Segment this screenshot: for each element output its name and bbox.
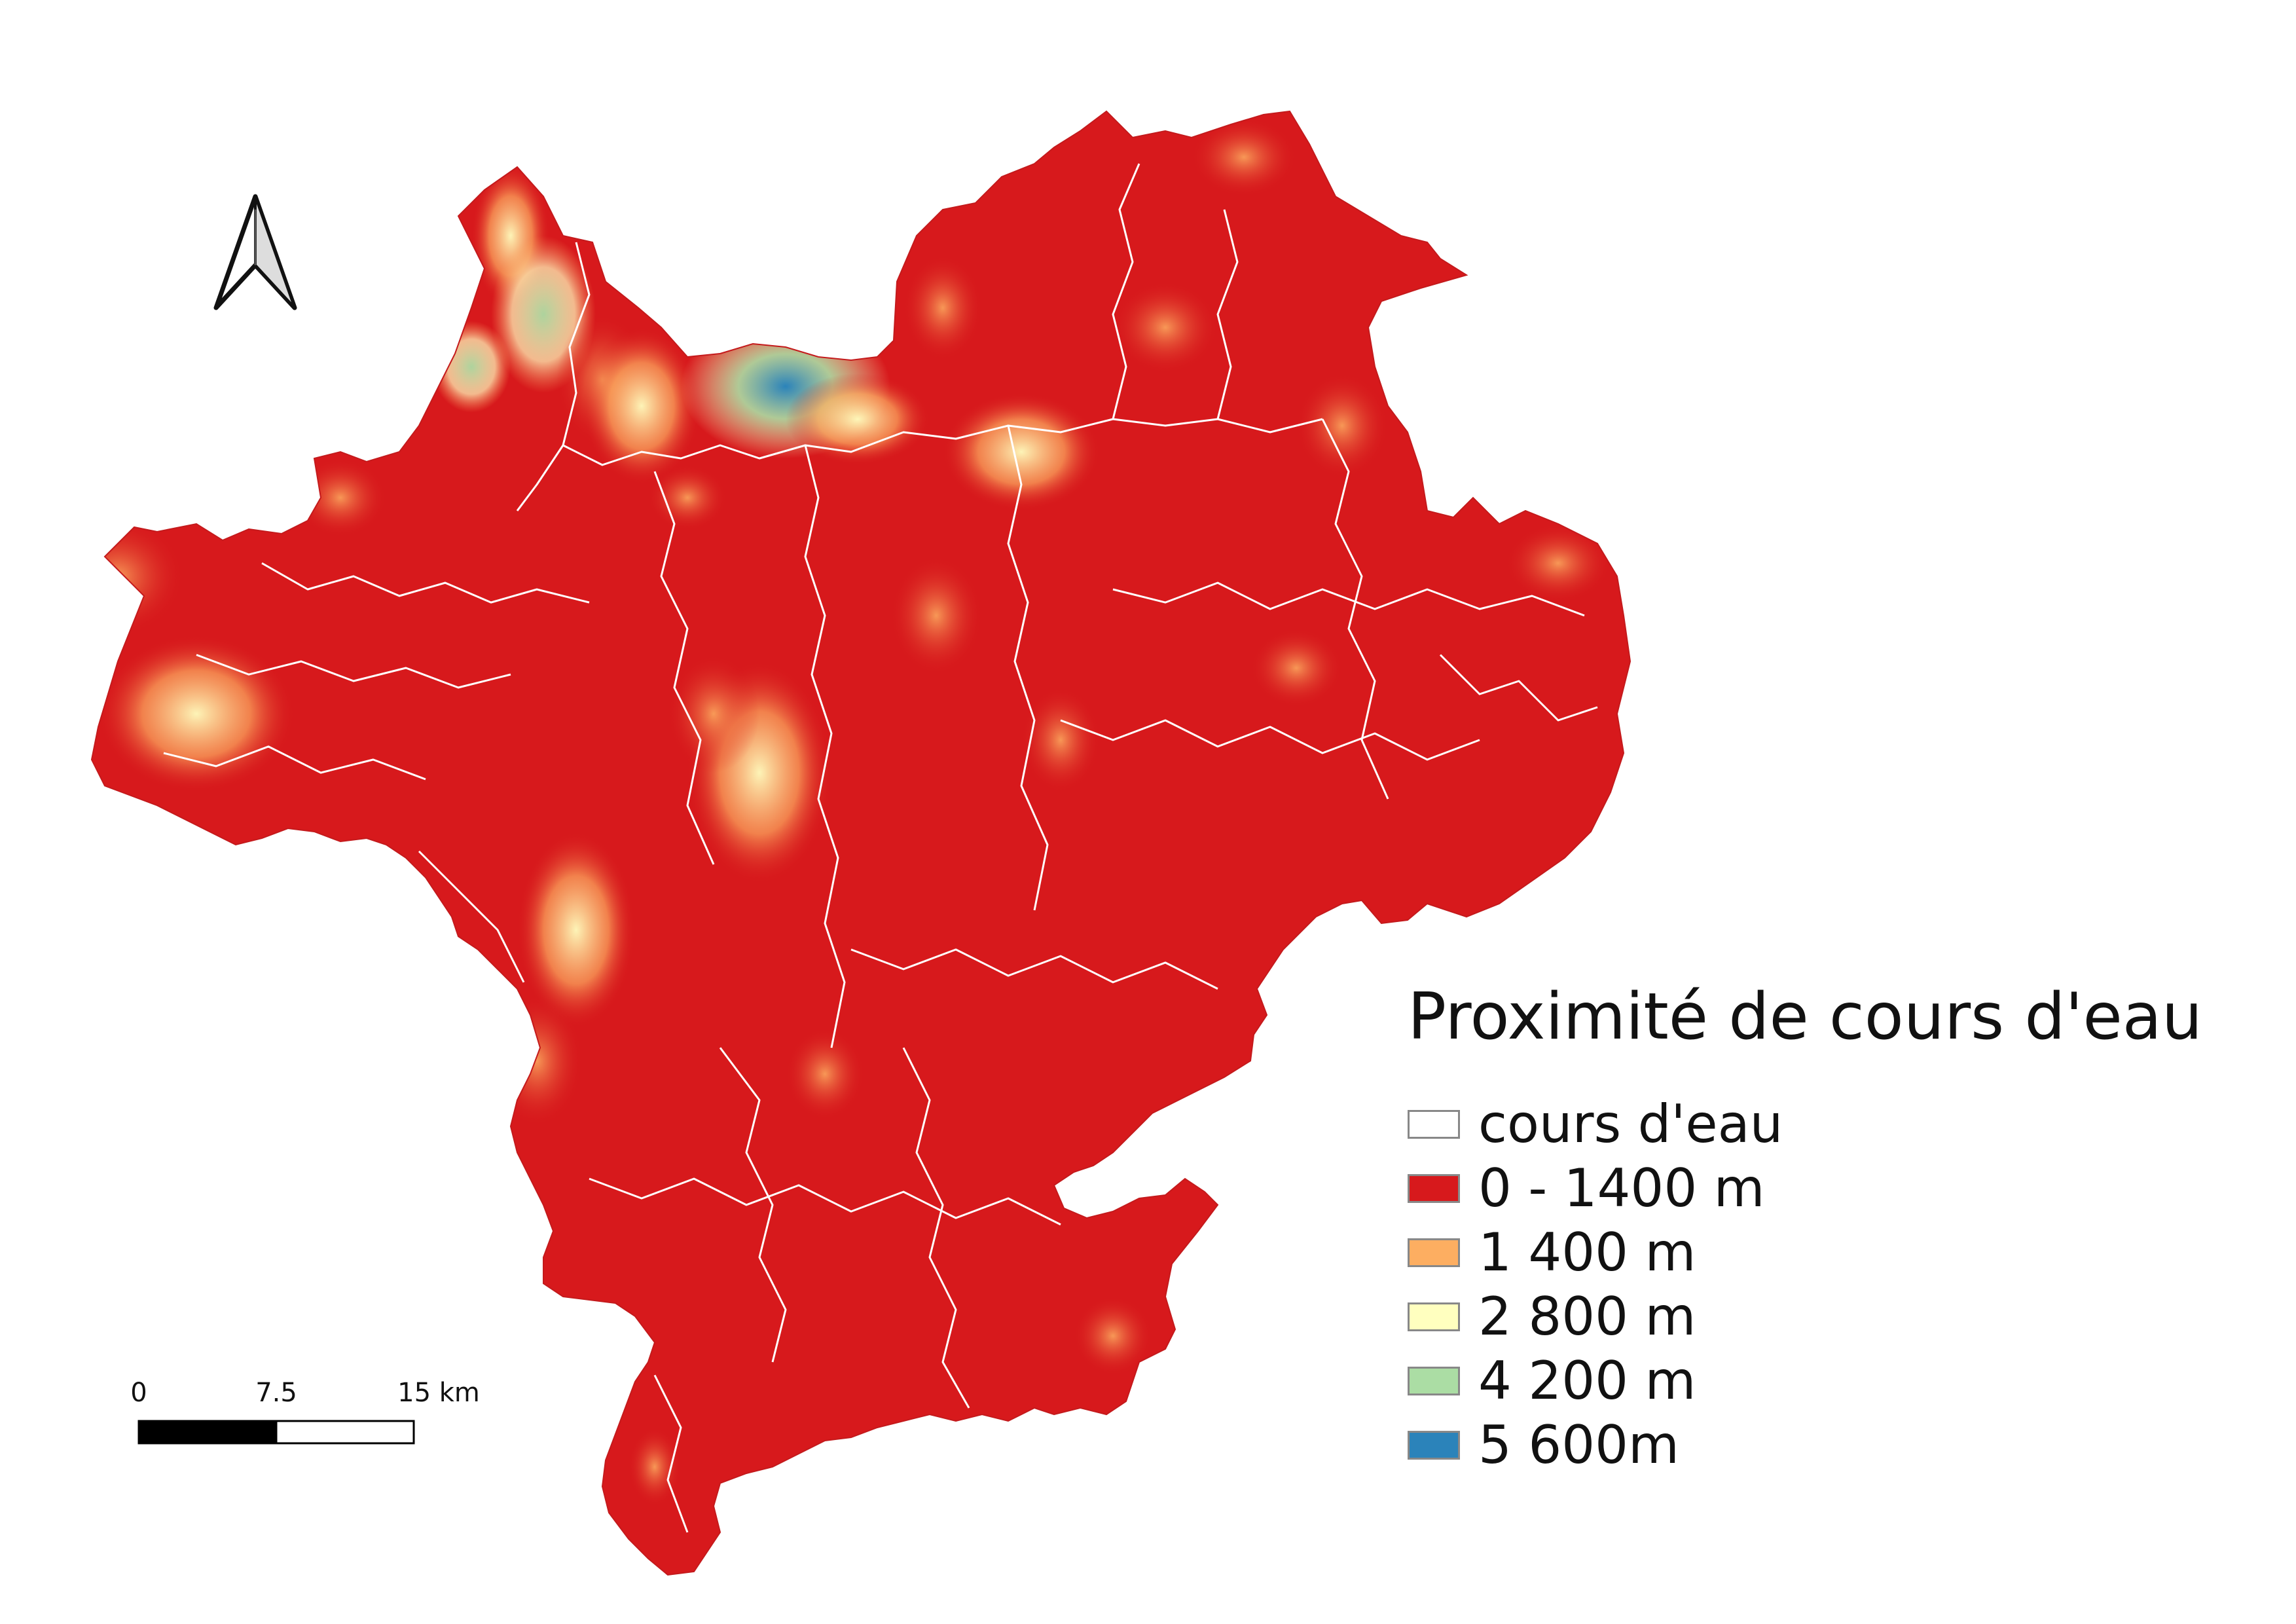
legend-swatch — [1408, 1430, 1460, 1460]
scale-label-0: 0 — [130, 1378, 147, 1408]
legend-item: 1 400 m — [1408, 1221, 2272, 1285]
scale-label-end: 15 km — [397, 1378, 480, 1408]
scale-bar-black-segment — [139, 1421, 276, 1443]
legend-swatch — [1408, 1302, 1460, 1331]
legend-item: 2 800 m — [1408, 1285, 2272, 1349]
distance-raster — [92, 118, 1611, 1506]
legend-item: 4 200 m — [1408, 1349, 2272, 1413]
legend-item: 0 - 1400 m — [1408, 1156, 2272, 1221]
north-arrow-icon — [213, 194, 297, 310]
scale-bar-white-segment — [275, 1420, 415, 1445]
legend-swatch — [1408, 1173, 1460, 1203]
legend-label: 5 600m — [1478, 1414, 1679, 1476]
legend-label: cours d'eau — [1478, 1094, 1783, 1155]
scale-bar: 0 7.5 15 km — [130, 1378, 480, 1445]
legend-item: 5 600m — [1408, 1413, 2272, 1477]
legend-swatch — [1408, 1366, 1460, 1395]
legend-label: 2 800 m — [1478, 1286, 1696, 1348]
legend-label: 1 400 m — [1478, 1222, 1696, 1283]
legend: Proximité de cours d'eau cours d'eau 0 - … — [1408, 982, 2272, 1477]
legend-item: cours d'eau — [1408, 1092, 2272, 1156]
region-base — [92, 111, 1630, 1575]
stream-network — [163, 163, 1598, 1533]
legend-title: Proximité de cours d'eau — [1408, 980, 2202, 1054]
legend-swatch — [1408, 1109, 1460, 1139]
legend-label: 0 - 1400 m — [1478, 1158, 1765, 1219]
legend-label: 4 200 m — [1478, 1350, 1696, 1412]
scale-label-mid: 7.5 — [255, 1378, 297, 1408]
legend-swatch — [1408, 1238, 1460, 1267]
